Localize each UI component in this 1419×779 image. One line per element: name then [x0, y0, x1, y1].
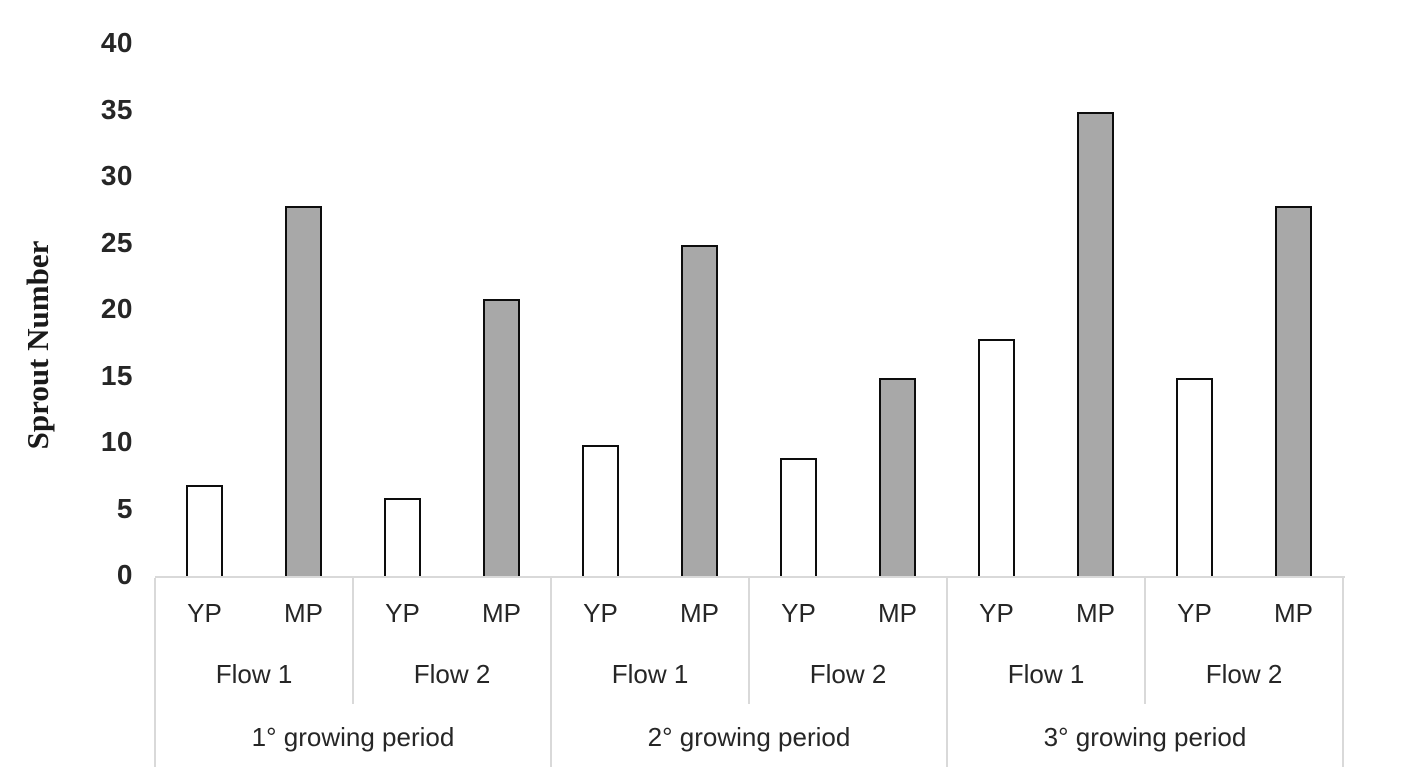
bar-category-label: MP	[680, 598, 719, 628]
bar-category-label: YP	[583, 598, 618, 628]
bar-yp	[1176, 378, 1213, 578]
bar-category-label: YP	[781, 598, 816, 628]
bar-category-label: MP	[284, 598, 323, 628]
y-tick-label-30: 30	[100, 160, 133, 191]
flow-divider	[748, 578, 750, 704]
growing-period-label: 3° growing period	[1043, 722, 1247, 752]
bar-yp	[780, 458, 817, 578]
period-divider	[550, 578, 552, 767]
flow-divider	[352, 578, 354, 704]
bar-mp	[879, 378, 916, 578]
bar-category-label: YP	[979, 598, 1014, 628]
y-tick-label-25: 25	[100, 226, 133, 258]
period-divider	[946, 578, 948, 767]
bar-yp	[186, 485, 223, 578]
bar-category-label: MP	[1274, 598, 1313, 628]
bar-yp	[582, 445, 619, 578]
growing-period-label: 2° growing period	[647, 722, 851, 752]
table-border-left	[154, 578, 156, 767]
y-tick-label-35: 35	[100, 93, 133, 125]
bar-mp	[483, 299, 520, 578]
flow-label: Flow 1	[215, 659, 293, 689]
bar-yp	[978, 339, 1015, 578]
flow-label: Flow 1	[1007, 659, 1085, 689]
bar-category-label: YP	[187, 598, 222, 628]
y-tick-label-20: 20	[100, 293, 133, 324]
flow-divider	[1144, 578, 1146, 704]
flow-label: Flow 2	[413, 659, 491, 689]
flow-label: Flow 2	[1205, 659, 1283, 689]
y-tick-label-0: 0	[116, 559, 133, 590]
bar-mp	[681, 245, 718, 578]
bar-mp	[1077, 112, 1114, 578]
bar-yp	[384, 498, 421, 578]
bar-mp	[285, 206, 322, 578]
bar-category-label: YP	[385, 598, 420, 628]
table-border-right	[1342, 578, 1344, 767]
bar-category-label: YP	[1177, 598, 1212, 628]
y-tick-label-5: 5	[116, 492, 133, 524]
flow-label: Flow 2	[809, 659, 887, 689]
bar-category-label: MP	[878, 598, 917, 628]
x-axis-line	[155, 576, 1345, 578]
growing-period-label: 1° growing period	[251, 722, 455, 752]
y-tick-label-15: 15	[100, 359, 133, 391]
y-tick-label-10: 10	[100, 426, 133, 457]
bar-mp	[1275, 206, 1312, 578]
y-tick-label-40: 40	[100, 27, 133, 58]
bar-category-label: MP	[1076, 598, 1115, 628]
flow-label: Flow 1	[611, 659, 689, 689]
bar-category-label: MP	[482, 598, 521, 628]
